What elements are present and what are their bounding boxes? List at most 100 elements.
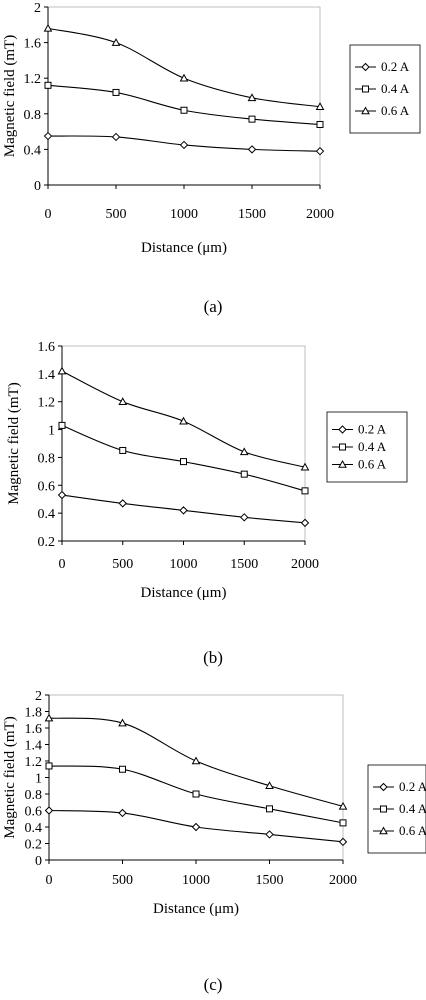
data-point-marker — [339, 819, 347, 827]
series-0-6-A — [43, 23, 325, 110]
data-point-marker — [45, 762, 53, 770]
y-tick-label: 0.2 — [38, 535, 56, 550]
data-point-marker — [315, 102, 325, 110]
data-point-marker — [111, 132, 121, 142]
data-point-marker — [179, 506, 188, 515]
x-tick-label: 1000 — [182, 873, 210, 888]
y-axis-title: Magnetic field (mT) — [2, 716, 18, 838]
y-tick-label: 1.6 — [38, 340, 56, 355]
y-tick-label: 1 — [35, 772, 42, 787]
y-tick-label: 0.6 — [38, 479, 56, 494]
x-tick-label: 1000 — [170, 207, 198, 222]
x-tick-label: 0 — [46, 873, 53, 888]
data-point-marker — [119, 765, 126, 773]
y-tick-label: 1.4 — [25, 739, 43, 754]
data-point-marker — [179, 140, 189, 150]
x-tick-label: 500 — [112, 557, 133, 572]
y-tick-label: 1.2 — [25, 755, 43, 770]
data-point-marker — [112, 88, 120, 96]
panel-label: (c) — [204, 975, 223, 994]
x-tick-label: 500 — [106, 207, 127, 222]
data-point-marker — [338, 801, 348, 810]
legend-marker — [361, 106, 370, 115]
series-0-2-A — [57, 490, 310, 528]
data-point-marker — [180, 458, 187, 466]
series-line — [47, 84, 321, 126]
y-axis-title: Magnetic field (mT) — [2, 35, 18, 157]
legend-marker — [380, 805, 387, 813]
data-point-marker — [118, 397, 128, 406]
legend-label: 0.2 A — [381, 59, 410, 74]
data-point-marker — [248, 115, 256, 123]
y-tick-label: 0.8 — [24, 108, 42, 123]
series-0-2-A — [43, 131, 325, 156]
data-point-marker — [265, 781, 274, 790]
plot-frame — [48, 694, 344, 861]
series-0-6-A — [44, 713, 348, 810]
y-tick-label: 0.4 — [25, 821, 43, 836]
legend-marker — [361, 62, 370, 72]
data-point-marker — [301, 487, 309, 495]
x-tick-label: 500 — [112, 873, 133, 888]
data-point-marker — [119, 446, 127, 454]
data-point-marker — [118, 808, 127, 818]
y-axis-title: Magnetic field (mT) — [6, 382, 22, 504]
legend-label: 0.4 A — [399, 801, 426, 816]
legend-marker — [339, 443, 346, 451]
plot-frame — [47, 6, 321, 186]
data-point-marker — [118, 718, 127, 727]
data-point-marker — [57, 366, 67, 375]
data-point-marker — [266, 805, 273, 813]
y-tick-label: 2 — [35, 689, 42, 704]
y-tick-label: 0 — [34, 179, 41, 194]
data-point-marker — [118, 499, 127, 508]
data-point-marker — [247, 145, 257, 154]
y-tick-label: 1.6 — [24, 37, 42, 52]
data-point-marker — [58, 421, 66, 429]
chart-panel: 0 0.4 0.8 1.2 1.6 2 0 500 1000 1500 2000 Distance (… — [2, 1, 421, 316]
legend-label: 0.2 A — [399, 779, 426, 794]
legend-marker — [338, 425, 347, 434]
x-tick-label: 1500 — [230, 557, 258, 572]
x-tick-label: 1000 — [170, 557, 198, 572]
legend: 0.2 A 0.4 A 0.6 A — [349, 44, 421, 134]
data-point-marker — [179, 73, 189, 82]
legend-label: 0.4 A — [358, 439, 387, 454]
data-point-marker — [179, 416, 188, 425]
x-tick-label: 1500 — [256, 873, 284, 888]
x-axis-title: Distance (μm) — [141, 240, 227, 256]
data-point-marker — [247, 93, 257, 102]
y-tick-label: 2 — [34, 1, 41, 16]
legend-marker — [338, 459, 347, 468]
x-tick-label: 0 — [45, 207, 52, 222]
legend: 0.2 A 0.4 A 0.6 A — [367, 764, 426, 854]
series-0-2-A — [44, 806, 348, 847]
x-tick-label: 2000 — [329, 873, 357, 888]
data-point-marker — [111, 38, 121, 46]
data-point-marker — [191, 756, 201, 765]
y-tick-label: 0.2 — [25, 838, 43, 853]
x-axis-title: Distance (μm) — [141, 585, 227, 601]
x-tick-label: 2000 — [291, 557, 319, 572]
x-tick-label: 2000 — [306, 207, 334, 222]
chart-panel: 0.2 0.4 0.6 0.8 1 1.2 1.4 1.6 0 500 1000 1500 2000 Di… — [6, 340, 408, 667]
y-tick-label: 0.8 — [38, 451, 56, 466]
y-tick-label: 0.8 — [25, 788, 43, 803]
data-point-marker — [240, 470, 248, 478]
data-point-marker — [44, 713, 54, 722]
legend-label: 0.2 A — [358, 422, 387, 437]
data-point-marker — [265, 830, 274, 839]
data-point-marker — [300, 462, 310, 471]
data-point-marker — [239, 447, 249, 456]
data-point-marker — [44, 806, 54, 815]
data-point-marker — [240, 513, 249, 522]
data-point-marker — [57, 490, 67, 500]
y-tick-label: 1.2 — [24, 72, 42, 87]
data-point-marker — [44, 81, 52, 89]
series-0-4-A — [44, 81, 324, 128]
y-tick-label: 0.4 — [24, 143, 42, 158]
y-tick-label: 1.4 — [38, 368, 56, 383]
data-point-marker — [43, 23, 53, 32]
chart-panel: 00.20.40.60.811.21.41.61.820 500 1000 1500 2… — [2, 689, 426, 994]
legend-label: 0.6 A — [399, 823, 426, 838]
